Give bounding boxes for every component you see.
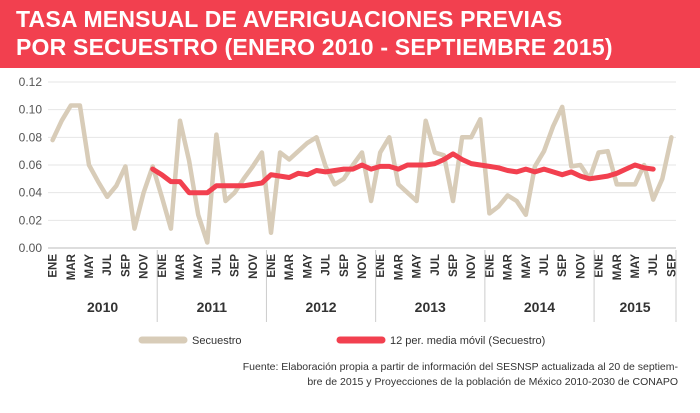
x-year-label: 2014: [524, 299, 555, 315]
y-tick-label: 0.02: [19, 213, 43, 227]
x-tick-label: NOV: [466, 254, 478, 279]
y-tick-label: 0.08: [19, 130, 43, 144]
x-year-label: 2013: [415, 299, 446, 315]
x-year-label: 2015: [619, 299, 650, 315]
series-line-secuestro: [50, 103, 674, 245]
y-tick-label: 0.04: [19, 186, 43, 200]
x-tick-label: SEP: [448, 254, 460, 277]
chart-title-line-1: TASA MENSUAL DE AVERIGUACIONES PREVIAS: [16, 6, 563, 32]
x-tick-label: MAY: [302, 254, 314, 279]
x-tick-label: SEP: [120, 254, 132, 277]
x-tick-label: ENE: [266, 254, 278, 278]
x-tick-label: ENE: [48, 254, 60, 278]
y-tick-label: 0.12: [19, 75, 43, 89]
x-tick-label: MAY: [412, 254, 424, 279]
x-tick-label: MAR: [66, 253, 78, 280]
x-tick-label: MAY: [193, 254, 205, 279]
x-year-label: 2011: [197, 299, 228, 315]
line-chart: 0.00 0.02 0.04 0.06 0.08 0.10 0.12 ENE MAR MAY JUL…: [19, 75, 679, 347]
x-tick-label: ENE: [157, 254, 169, 278]
x-tick-label: JUL: [102, 254, 114, 276]
x-tick-label: JUL: [430, 254, 442, 276]
legend-label: Secuestro: [192, 335, 242, 347]
x-tick-label: MAY: [521, 254, 533, 279]
x-tick-label: JUL: [211, 254, 223, 276]
x-tick-label: ENE: [484, 254, 496, 278]
y-tick-label: 0.06: [19, 158, 43, 172]
x-tick-label: MAY: [630, 254, 642, 279]
source-note: Fuente: Elaboración propia a partir de i…: [218, 360, 678, 390]
x-tick-label: MAR: [175, 253, 187, 280]
x-year-label: 2010: [87, 299, 118, 315]
legend-label: 12 per. media móvil (Secuestro): [390, 335, 545, 347]
x-tick-label: SEP: [666, 254, 678, 277]
source-note-line-1: Fuente: Elaboración propia a partir de i…: [242, 361, 678, 373]
x-tick-label: MAR: [612, 253, 624, 280]
x-tick-label: MAR: [393, 253, 405, 280]
chart-title-line-2: POR SECUESTRO (ENERO 2010 - SEPTIEMBRE 2…: [16, 34, 613, 60]
x-tick-label: SEP: [557, 254, 569, 277]
x-tick-label: JUL: [321, 254, 333, 276]
x-tick-label: MAY: [84, 254, 96, 279]
y-tick-label: 0.10: [19, 103, 43, 117]
x-tick-label: NOV: [139, 254, 151, 279]
x-tick-label: JUL: [539, 254, 551, 276]
x-tick-label: NOV: [357, 254, 369, 279]
y-tick-label: 0.00: [19, 241, 43, 255]
series-line-media-movil: [150, 151, 656, 196]
x-tick-label: SEP: [339, 254, 351, 277]
x-tick-label: NOV: [248, 254, 260, 279]
x-tick-label: SEP: [230, 254, 242, 277]
x-tick-label: NOV: [575, 254, 587, 279]
x-year-label: 2012: [305, 299, 336, 315]
source-note-line-2: bre de 2015 y Proyecciones de la poblaci…: [307, 376, 678, 388]
x-tick-label: ENE: [594, 254, 606, 278]
title-banner: TASA MENSUAL DE AVERIGUACIONES PREVIAS P…: [0, 0, 700, 68]
x-tick-label: JUL: [648, 254, 660, 276]
x-tick-label: MAR: [284, 253, 296, 280]
x-tick-label: MAR: [503, 253, 515, 280]
x-tick-label: ENE: [375, 254, 387, 278]
